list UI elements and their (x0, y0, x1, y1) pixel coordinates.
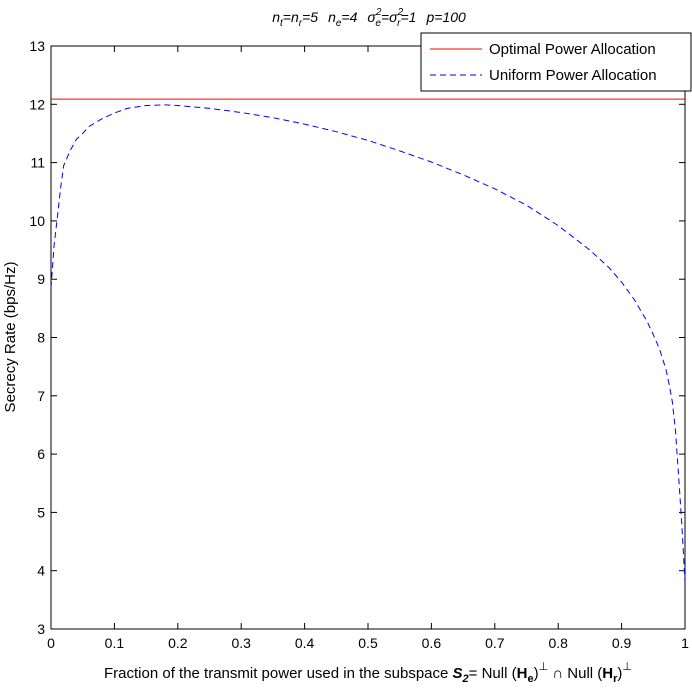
y-tick-label: 7 (37, 388, 45, 404)
series-lines (50, 98, 686, 583)
ticks: 0 0.1 0.2 0.3 0.4 0.5 0.6 0.7 0.8 0.9 134567891011… (29, 38, 689, 651)
x-tick-label: 1 (681, 635, 689, 651)
plot-area (50, 45, 686, 630)
y-tick-label: 13 (29, 38, 45, 54)
y-tick-label: 3 (37, 621, 45, 637)
legend: Optimal Power Allocation Uniform Power A… (420, 32, 692, 92)
x-tick-label: 0.9 (612, 635, 632, 651)
legend-box (420, 32, 692, 92)
x-tick-label: 0.4 (295, 635, 315, 651)
y-tick-label: 10 (29, 213, 45, 229)
x-tick-label: 0.8 (548, 635, 568, 651)
y-tick-label: 4 (37, 563, 45, 579)
x-tick-label: 0.2 (168, 635, 188, 651)
y-tick-label: 5 (37, 504, 45, 520)
x-tick-label: 0.6 (422, 635, 442, 651)
y-tick-label: 6 (37, 446, 45, 462)
y-tick-label: 11 (30, 155, 45, 171)
x-tick-label: 0.5 (358, 635, 378, 651)
x-axis-label: Fraction of the transmit power used in t… (104, 661, 632, 685)
x-tick-label: 0 (47, 635, 55, 651)
y-tick-label: 12 (29, 96, 45, 112)
y-axis-label: Secrecy Rate (bps/Hz) (2, 262, 19, 413)
legend-label-uniform: Uniform Power Allocation (489, 67, 657, 84)
x-tick-label: 0.3 (231, 635, 251, 651)
chart-title: nt=nr=5 ne=4 σ2 e=σ2 r=1 p=100 (272, 7, 466, 29)
x-tick-label: 0.1 (105, 635, 125, 651)
y-tick-label: 8 (37, 330, 45, 346)
x-tick-label: 0.7 (485, 635, 505, 651)
legend-label-optimal: Optimal Power Allocation (489, 41, 656, 58)
y-tick-label: 9 (37, 271, 45, 287)
